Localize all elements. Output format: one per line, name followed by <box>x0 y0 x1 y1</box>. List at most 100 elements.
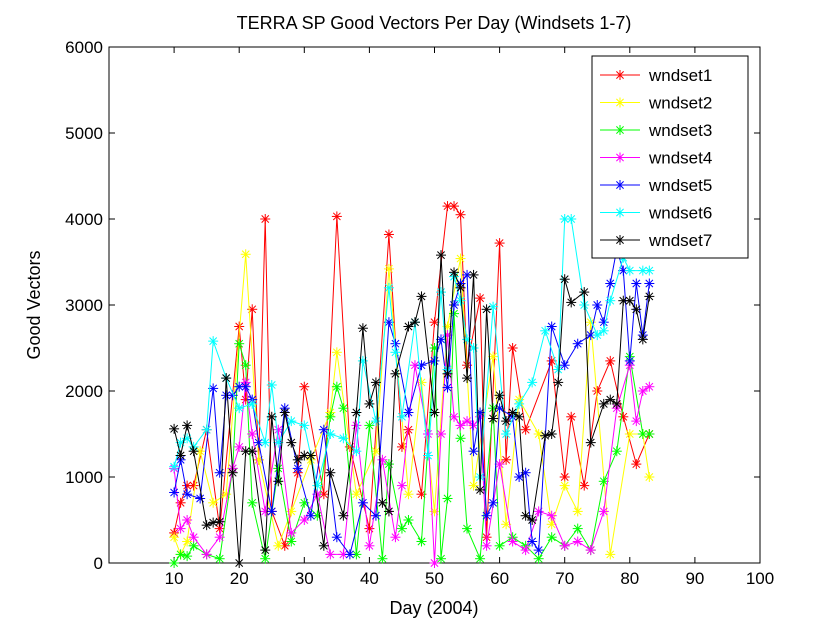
data-point <box>240 381 251 392</box>
data-point <box>260 553 271 564</box>
data-point <box>396 523 407 534</box>
data-point <box>396 480 407 491</box>
data-point <box>351 420 362 431</box>
legend-item-wndset2: wndset2 <box>600 94 712 113</box>
data-point <box>429 355 440 366</box>
data-point <box>442 382 453 393</box>
legend-marker <box>615 180 625 190</box>
data-point <box>624 355 635 366</box>
data-point <box>175 523 186 534</box>
data-point <box>429 407 440 418</box>
data-point <box>455 420 466 431</box>
legend-marker <box>615 235 625 245</box>
data-point <box>436 250 447 261</box>
y-tick-label: 4000 <box>65 210 103 229</box>
data-point <box>598 325 609 336</box>
data-point <box>234 558 245 568</box>
data-point <box>507 536 518 547</box>
data-point <box>351 489 362 500</box>
data-point <box>533 553 544 564</box>
data-point <box>214 516 225 527</box>
data-point <box>422 429 433 439</box>
data-point <box>533 506 544 517</box>
data-point <box>208 497 219 508</box>
data-point <box>514 398 525 409</box>
data-point <box>449 201 460 212</box>
data-point <box>553 377 564 388</box>
data-point <box>520 510 531 521</box>
data-point <box>370 510 381 521</box>
data-point <box>559 472 570 482</box>
y-axis: 0 1000 2000 3000 4000 5000 6000 <box>65 38 760 573</box>
data-point <box>644 429 655 439</box>
legend: wndset1 wndset2 wndset3 wndset4 wndset5 wndse… <box>591 55 749 259</box>
data-point <box>383 459 394 470</box>
data-point <box>533 429 544 439</box>
data-point <box>370 377 381 388</box>
legend-label: wndset1 <box>648 66 712 85</box>
data-point <box>214 467 225 478</box>
data-point <box>644 265 655 276</box>
data-point <box>631 416 642 427</box>
data-point <box>273 463 284 474</box>
data-point <box>422 450 433 461</box>
y-tick-label: 5000 <box>65 124 103 143</box>
data-point <box>188 446 199 457</box>
legend-label: wndset4 <box>648 149 712 168</box>
data-point <box>214 532 225 543</box>
data-point <box>201 424 212 435</box>
series-line <box>173 254 650 556</box>
data-point <box>201 549 212 560</box>
data-point <box>507 407 518 418</box>
data-point <box>331 532 342 543</box>
legend-marker <box>615 125 625 135</box>
data-point <box>475 484 486 495</box>
data-point <box>592 300 603 310</box>
data-point <box>234 338 245 349</box>
data-point <box>318 424 329 435</box>
legend-item-wndset4: wndset4 <box>600 149 712 168</box>
data-point <box>299 515 310 525</box>
data-point <box>240 249 251 260</box>
data-point <box>455 295 466 306</box>
data-point <box>468 269 479 280</box>
data-point <box>468 420 479 431</box>
data-point <box>611 446 622 457</box>
data-point <box>475 293 486 304</box>
data-point <box>377 497 388 508</box>
data-point <box>644 472 655 482</box>
data-point <box>605 355 616 366</box>
data-point <box>481 510 492 521</box>
series-line <box>173 313 650 564</box>
series-wndset5 <box>169 244 655 560</box>
data-point <box>357 323 368 334</box>
data-point <box>286 536 297 547</box>
data-point <box>312 480 323 491</box>
data-point <box>507 343 518 353</box>
data-point <box>579 287 590 298</box>
data-point <box>325 429 336 439</box>
data-point <box>585 437 596 448</box>
data-point <box>182 551 193 562</box>
data-point <box>357 497 368 508</box>
series-wndset7 <box>169 250 655 568</box>
data-point <box>572 506 583 517</box>
data-point <box>195 493 206 504</box>
data-point <box>390 368 401 379</box>
data-point <box>579 480 590 491</box>
legend-marker <box>615 207 625 218</box>
data-point <box>455 209 466 220</box>
x-tick-label: 50 <box>425 569 444 588</box>
data-point <box>292 454 303 465</box>
data-point <box>279 407 290 418</box>
data-point <box>266 379 277 390</box>
data-point <box>455 253 466 264</box>
data-point <box>188 540 199 551</box>
data-point <box>559 274 570 285</box>
data-point <box>260 437 271 448</box>
legend-marker <box>615 97 625 108</box>
x-tick-label: 60 <box>490 569 509 588</box>
data-point <box>299 420 310 431</box>
data-point <box>611 398 622 409</box>
